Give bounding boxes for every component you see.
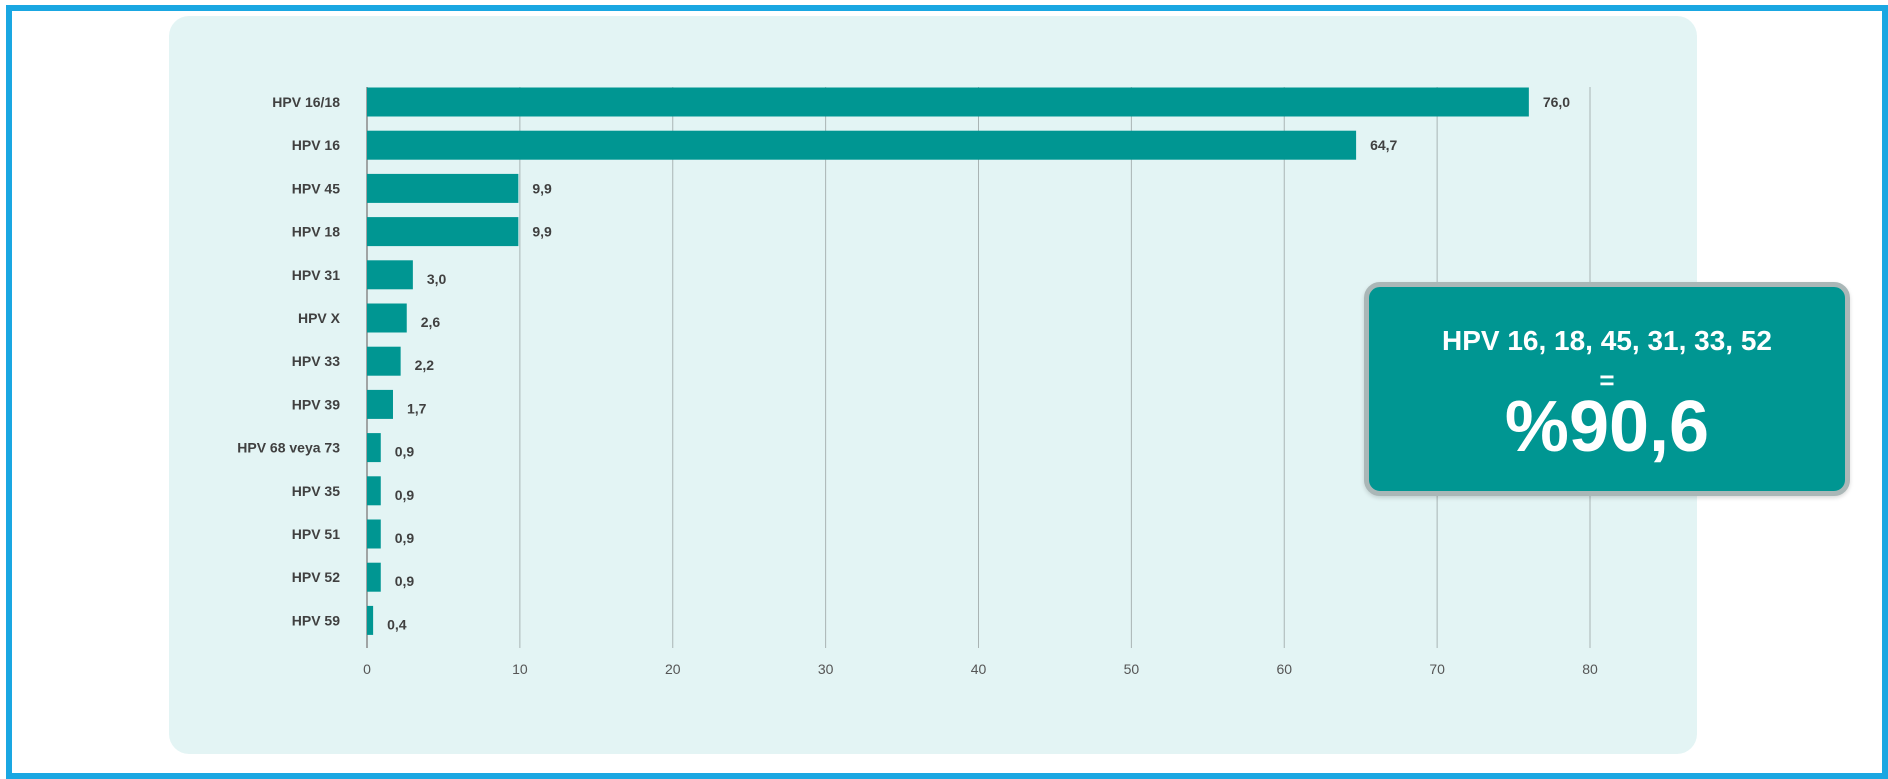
data-label: 76,0	[1543, 94, 1570, 110]
bar	[367, 130, 1357, 160]
bar	[367, 519, 381, 549]
category-label: HPV 39	[292, 396, 340, 412]
data-label: 2,6	[421, 314, 441, 330]
bar	[367, 476, 381, 506]
bar	[367, 303, 407, 333]
bar	[367, 173, 519, 203]
bar	[367, 260, 413, 290]
x-tick-label: 40	[971, 661, 987, 677]
bar	[367, 389, 393, 419]
x-tick-label: 0	[363, 661, 371, 677]
data-label: 0,9	[395, 487, 415, 503]
bar	[367, 87, 1529, 117]
data-label: 0,9	[395, 444, 415, 460]
callout-types: HPV 16, 18, 45, 31, 33, 52	[1441, 325, 1772, 356]
bar	[367, 562, 381, 592]
data-label: 64,7	[1370, 137, 1397, 153]
bar	[367, 346, 401, 376]
category-label: HPV 35	[292, 483, 340, 499]
category-label: HPV 68 veya 73	[237, 440, 340, 456]
data-label: 9,9	[532, 180, 552, 196]
data-label: 0,9	[395, 530, 415, 546]
data-label: 9,9	[532, 224, 552, 240]
x-tick-label: 60	[1276, 661, 1292, 677]
category-label: HPV 16	[292, 137, 340, 153]
bar	[367, 433, 381, 463]
data-label: 3,0	[427, 271, 447, 287]
bar	[367, 217, 519, 247]
summary-callout: HPV 16, 18, 45, 31, 33, 52 = %90,6	[1364, 282, 1850, 496]
category-label: HPV 16/18	[272, 94, 340, 110]
data-label: 1,7	[407, 400, 427, 416]
category-label: HPV X	[298, 310, 341, 326]
x-tick-label: 70	[1429, 661, 1445, 677]
category-label: HPV 18	[292, 224, 340, 240]
callout-equals: =	[1599, 365, 1615, 395]
data-label: 2,2	[415, 357, 435, 373]
x-tick-label: 80	[1582, 661, 1598, 677]
category-label: HPV 59	[292, 612, 340, 628]
category-label: HPV 51	[292, 526, 340, 542]
x-tick-label: 10	[512, 661, 528, 677]
category-label: HPV 33	[292, 353, 340, 369]
x-tick-label: 20	[665, 661, 681, 677]
callout-percent: %90,6	[1504, 387, 1710, 467]
data-label: 0,4	[387, 616, 407, 632]
x-tick-label: 50	[1124, 661, 1140, 677]
x-tick-label: 30	[818, 661, 834, 677]
category-label: HPV 31	[292, 267, 340, 283]
bar	[367, 605, 374, 635]
category-label: HPV 45	[292, 180, 340, 196]
category-label: HPV 52	[292, 569, 340, 585]
data-label: 0,9	[395, 573, 415, 589]
